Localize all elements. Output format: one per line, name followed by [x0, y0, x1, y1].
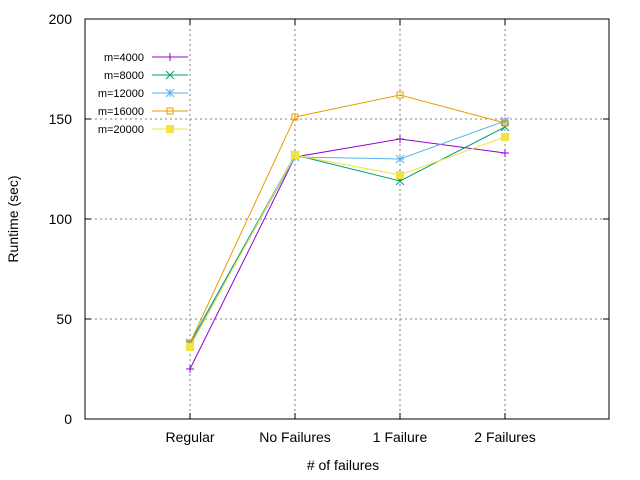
legend-entry: m=8000: [104, 70, 188, 82]
data-point: [186, 365, 194, 373]
legend-marker: [166, 53, 174, 61]
series-m=8000: [185, 122, 510, 348]
series-m=4000: [186, 135, 509, 373]
axis-ticks: 0 50 100 150 200 Regular No Failures 1 Failure 2…: [49, 11, 609, 445]
data-point: [395, 154, 405, 164]
y-tick-label: 200: [49, 11, 73, 27]
y-tick-label: 0: [64, 411, 72, 427]
data-point: [396, 171, 404, 179]
legend-entry: m=16000: [98, 106, 188, 118]
legend-entry: m=4000: [104, 52, 188, 64]
grid-lines: [85, 19, 609, 419]
series-line: [189, 94, 506, 344]
series-line: [189, 136, 506, 348]
legend-marker: [165, 70, 175, 80]
legend-marker: [166, 125, 174, 133]
series-m=20000: [186, 133, 509, 351]
data-point: [501, 133, 509, 141]
data-point: [396, 135, 404, 143]
y-tick-label: 100: [49, 211, 73, 227]
x-tick-label: No Failures: [259, 429, 331, 445]
y-axis-label: Runtime (sec): [5, 175, 21, 262]
data-point: [291, 113, 299, 121]
y-tick-label: 150: [49, 111, 73, 127]
x-tick-label: 2 Failures: [474, 429, 535, 445]
series-m=12000: [185, 116, 510, 350]
x-tick-label: Regular: [165, 429, 214, 445]
data-point: [501, 149, 509, 157]
legend-label: m=4000: [104, 52, 144, 64]
legend-label: m=16000: [98, 106, 144, 118]
data-point: [291, 151, 299, 159]
legend-marker: [165, 88, 175, 98]
legend: m=4000 m=8000 m=12000 m=16000 m=20000: [98, 52, 188, 136]
legend-label: m=8000: [104, 70, 144, 82]
x-axis-label: # of failures: [307, 457, 379, 473]
legend-label: m=20000: [98, 124, 144, 136]
x-tick-label: 1 Failure: [373, 429, 428, 445]
series-line: [189, 138, 506, 370]
legend-entry: m=12000: [98, 88, 188, 100]
legend-entry: m=20000: [98, 124, 188, 136]
legend-marker: [166, 107, 174, 115]
y-tick-label: 50: [56, 311, 72, 327]
series-line: [189, 126, 506, 344]
legend-label: m=12000: [98, 88, 144, 100]
data-point: [396, 91, 404, 99]
data-point: [501, 119, 509, 127]
series-group: [185, 91, 510, 373]
data-point: [186, 343, 194, 351]
